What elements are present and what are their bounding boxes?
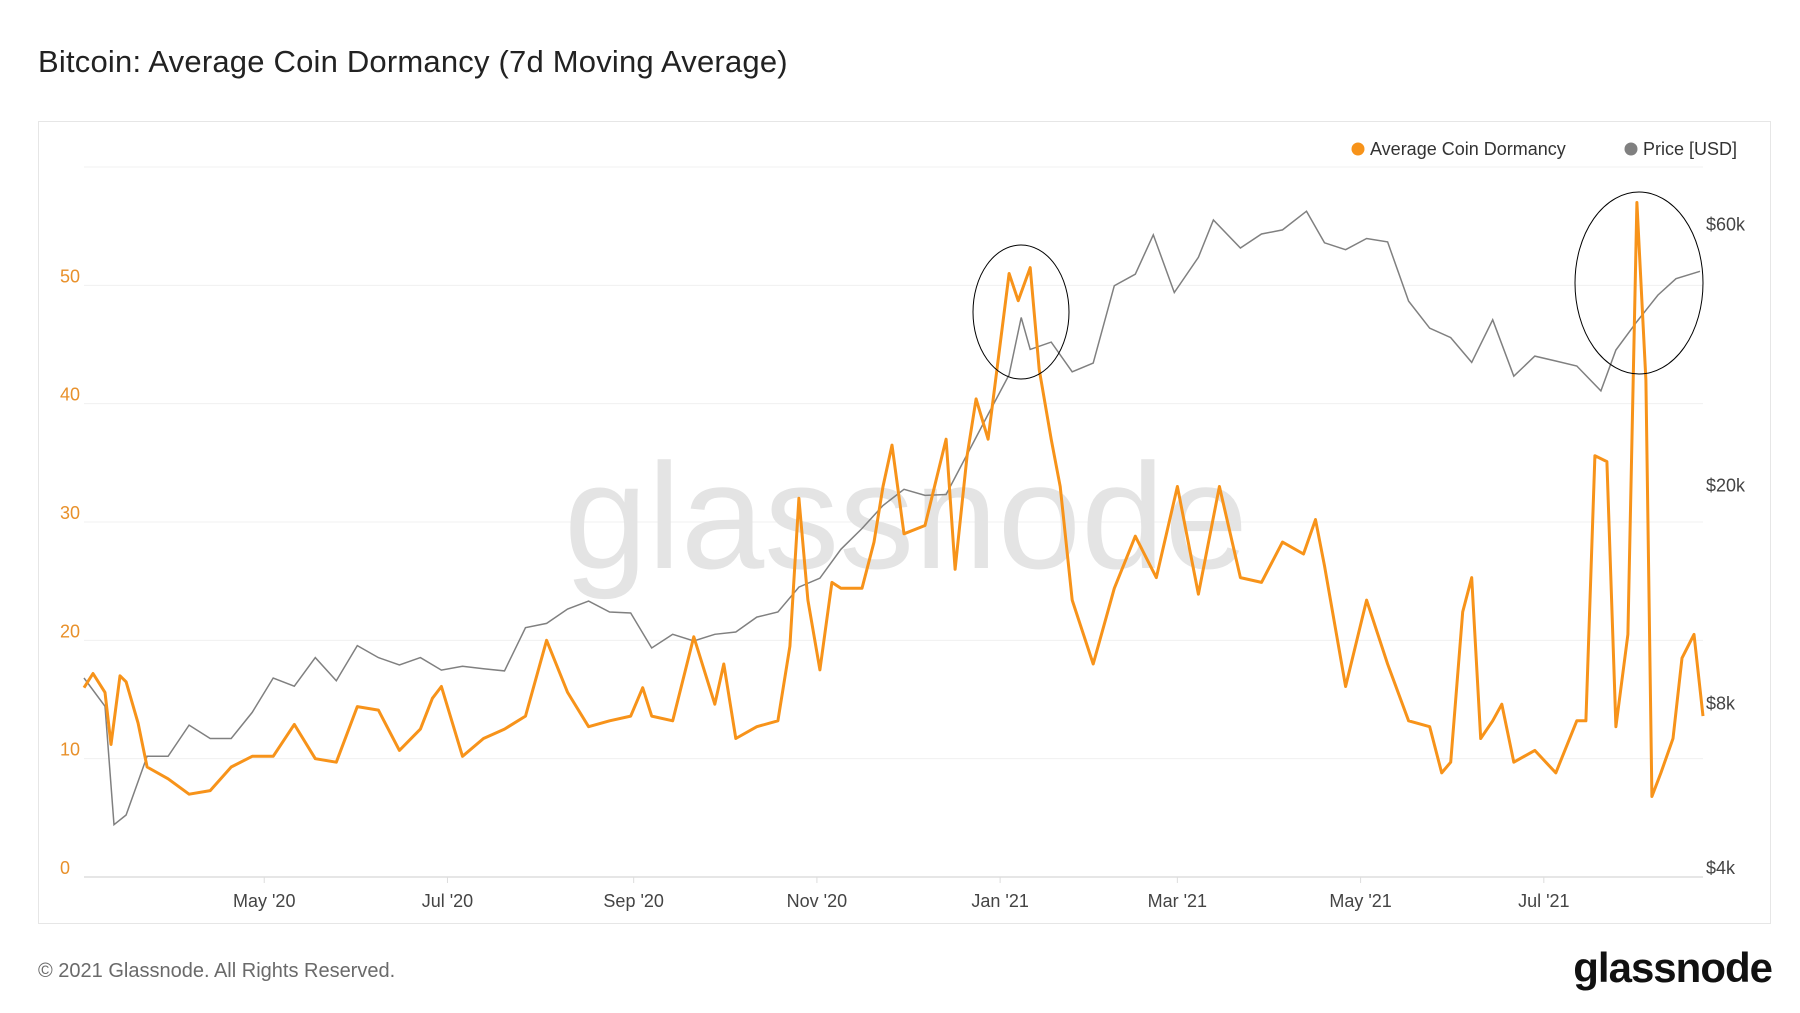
copyright: © 2021 Glassnode. All Rights Reserved. xyxy=(38,960,396,982)
y-left-tick-label: 50 xyxy=(60,266,80,286)
legend-price-label[interactable]: Price [USD] xyxy=(1643,139,1737,159)
y-axis-left: 0 10 20 30 40 50 xyxy=(60,266,80,878)
gridlines xyxy=(84,166,1703,878)
annotation-ellipse xyxy=(1574,191,1704,375)
legend[interactable]: Average Coin Dormancy Price [USD] xyxy=(1351,139,1738,159)
x-tick-label: Sep '20 xyxy=(603,891,664,911)
dormancy-line xyxy=(82,201,1705,798)
y-right-tick-label: $8k xyxy=(1706,693,1736,713)
glassnode-logo: glassnode xyxy=(1573,944,1773,991)
chart-frame xyxy=(38,121,1771,924)
legend-dormancy-marker xyxy=(1351,142,1365,156)
x-axis: May '20 Jul '20 Sep '20 Nov '20 Jan '21 Mar '… xyxy=(233,877,1570,911)
y-right-tick-label: $60k xyxy=(1706,215,1746,235)
x-tick-label: Jul '21 xyxy=(1518,891,1569,911)
watermark: glassnode xyxy=(564,432,1248,600)
x-tick-label: Jul '20 xyxy=(422,891,473,911)
y-left-tick-label: 10 xyxy=(60,740,80,760)
y-left-tick-label: 0 xyxy=(60,858,70,878)
legend-dormancy-label[interactable]: Average Coin Dormancy xyxy=(1370,139,1566,159)
y-left-tick-label: 30 xyxy=(60,503,80,523)
x-tick-label: Mar '21 xyxy=(1148,891,1207,911)
price-line xyxy=(83,210,1701,827)
y-right-tick-label: $20k xyxy=(1706,476,1746,496)
x-tick-label: Jan '21 xyxy=(971,891,1028,911)
x-tick-label: May '20 xyxy=(233,891,295,911)
annotation-ellipse xyxy=(972,244,1070,380)
x-tick-label: May '21 xyxy=(1329,891,1391,911)
chart-title: Bitcoin: Average Coin Dormancy (7d Movin… xyxy=(38,44,788,79)
y-left-tick-label: 20 xyxy=(60,621,80,641)
y-axis-right: $4k $8k $20k $60k xyxy=(1706,215,1746,878)
x-tick-label: Nov '20 xyxy=(787,891,847,911)
y-left-tick-label: 40 xyxy=(60,385,80,405)
legend-price-marker xyxy=(1624,142,1638,156)
annotations xyxy=(972,191,1704,380)
series-lines xyxy=(82,201,1705,827)
y-right-tick-label: $4k xyxy=(1706,858,1736,878)
